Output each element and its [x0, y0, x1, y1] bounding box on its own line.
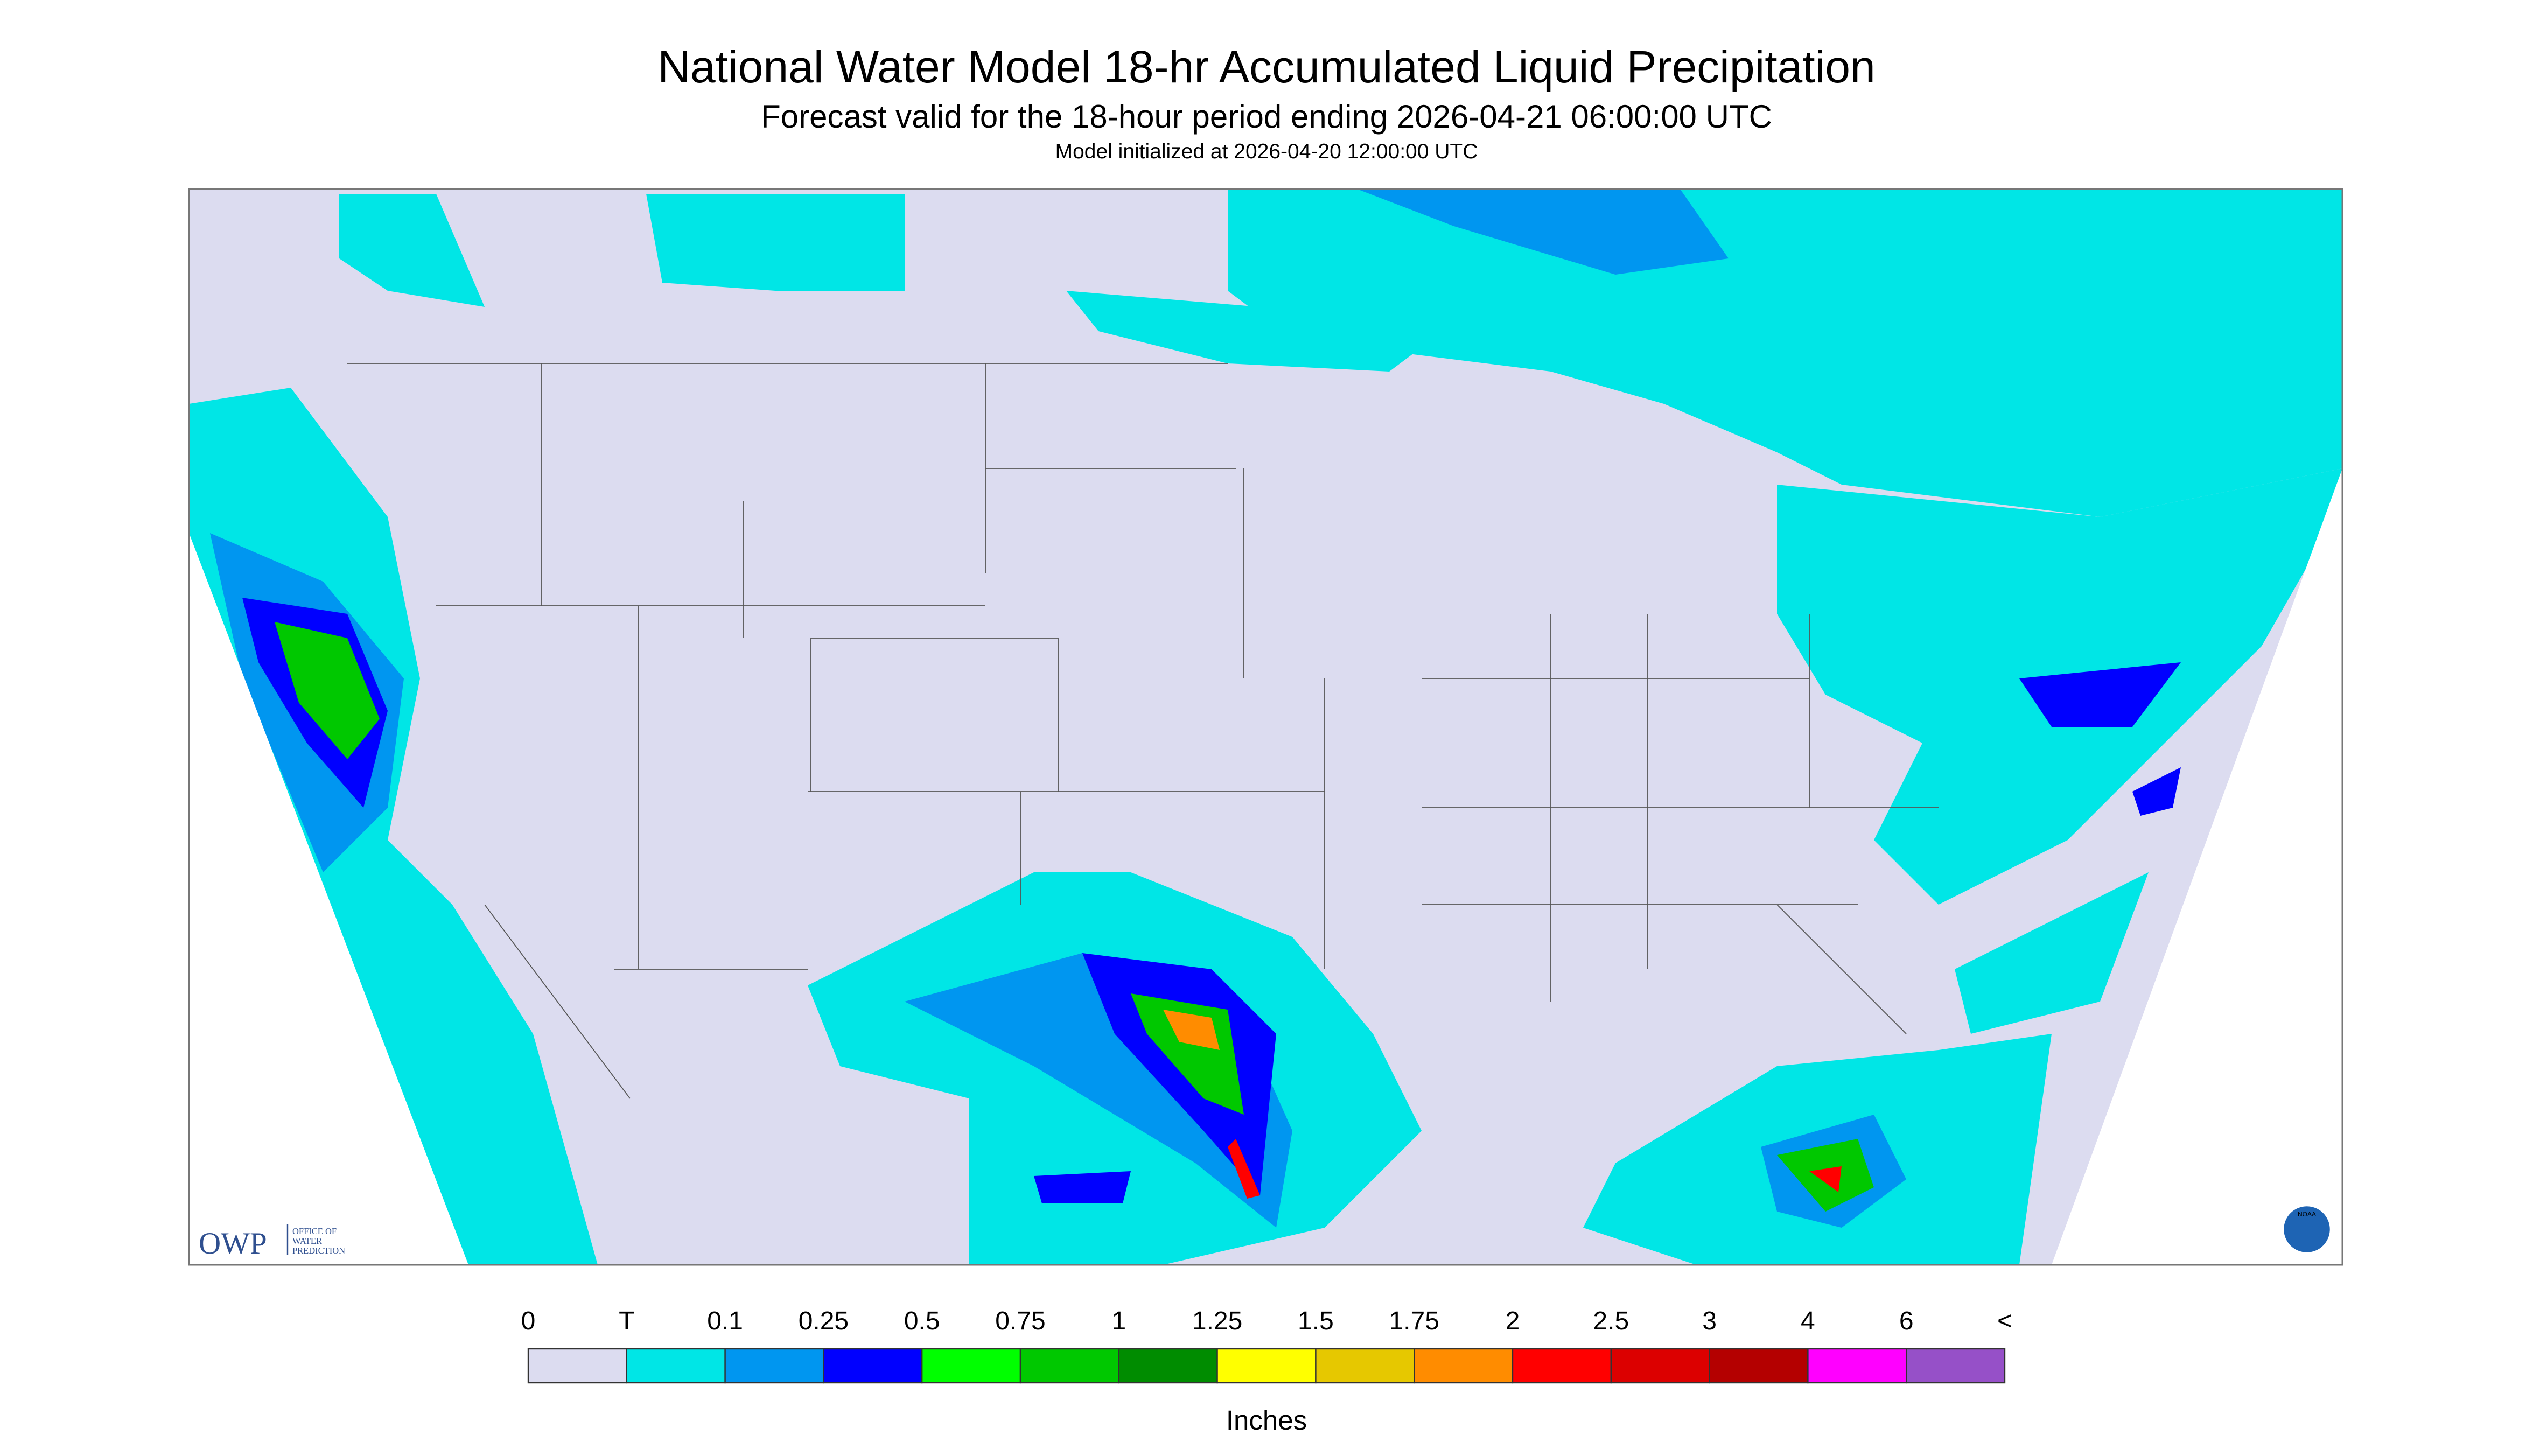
map: OWP OFFICE OF WATER PREDICTION NOAA: [188, 188, 2343, 1266]
legend-swatch: [1216, 1348, 1317, 1384]
state-borders: [347, 363, 1939, 1099]
legend-label: 2.5: [1593, 1307, 1629, 1335]
legend: 0 T 0.1 0.25 0.5 0.75 1 1.25 1.5 1.75 2 2.5 3 4 6 <: [521, 1307, 2012, 1384]
legend-swatch: [1807, 1348, 1907, 1384]
legend-unit: Inches: [1226, 1405, 1307, 1436]
precip-north: [1228, 189, 2342, 517]
legend-label: 2: [1506, 1307, 1520, 1335]
map-frame: [188, 188, 2343, 1266]
precip-west-green: [275, 622, 380, 760]
legend-label: 0.25: [799, 1307, 849, 1335]
domain-mask-left: [189, 533, 468, 1265]
precip-south-peak2: [1228, 1139, 1260, 1199]
legend-swatch: [1118, 1348, 1218, 1384]
legend-label: T: [619, 1307, 634, 1335]
precip-south-peak: [1163, 1010, 1220, 1051]
legend-label: 1: [1111, 1307, 1126, 1335]
init-note: Model initialized at 2026-04-20 12:00:00…: [1055, 140, 1478, 163]
legend-label: 6: [1899, 1307, 1914, 1335]
legend-swatch: [724, 1348, 824, 1384]
domain-mask-right: [2052, 468, 2342, 1265]
precip-south-green: [1131, 993, 1244, 1115]
subtitle: Forecast valid for the 18-hour period en…: [761, 99, 1772, 135]
legend-label: 0.1: [707, 1307, 743, 1335]
legend-swatch: [823, 1348, 923, 1384]
legend-swatch: [1315, 1348, 1415, 1384]
legend-swatch: [1905, 1348, 2006, 1384]
legend-swatch: [1019, 1348, 1120, 1384]
precip-east-core2: [2132, 767, 2181, 816]
legend-label: 1.75: [1389, 1307, 1439, 1335]
legend-label: 0.5: [904, 1307, 940, 1335]
legend-label: 4: [1801, 1307, 1815, 1335]
legend-label: 3: [1702, 1307, 1717, 1335]
owp-text: PREDICTION: [292, 1245, 345, 1256]
legend-swatch: [1512, 1348, 1612, 1384]
noaa-logo: [2281, 1203, 2333, 1255]
noaa-text: NOAA: [2298, 1210, 2316, 1218]
legend-swatch: [1610, 1348, 1710, 1384]
precip-florida-peak: [1809, 1166, 1842, 1193]
precip-band: [1066, 291, 1422, 372]
owp-text: WATER: [292, 1236, 322, 1246]
precip-canada-west: [339, 194, 485, 307]
legend-swatch: [1414, 1348, 1514, 1384]
legend-label: 1.5: [1298, 1307, 1334, 1335]
legend-label: 0.75: [995, 1307, 1045, 1335]
owp-logo: OWP: [199, 1227, 267, 1261]
legend-swatch: [921, 1348, 1021, 1384]
legend-label: 0: [521, 1307, 536, 1335]
legend-label: <: [1997, 1307, 2012, 1335]
legend-swatch: [626, 1348, 726, 1384]
precip-atlantic: [1955, 872, 2149, 1034]
precip-east-core: [2019, 662, 2181, 727]
precip-north-core: [1357, 189, 1729, 275]
precip-mexico: [1034, 1171, 1131, 1204]
precip-canada-mid: [646, 194, 905, 291]
legend-swatch: [527, 1348, 628, 1384]
legend-swatch: [1709, 1348, 1809, 1384]
legend-label: 1.25: [1192, 1307, 1242, 1335]
title: National Water Model 18-hr Accumulated L…: [657, 41, 1875, 92]
owp-text: OFFICE OF: [292, 1226, 337, 1236]
